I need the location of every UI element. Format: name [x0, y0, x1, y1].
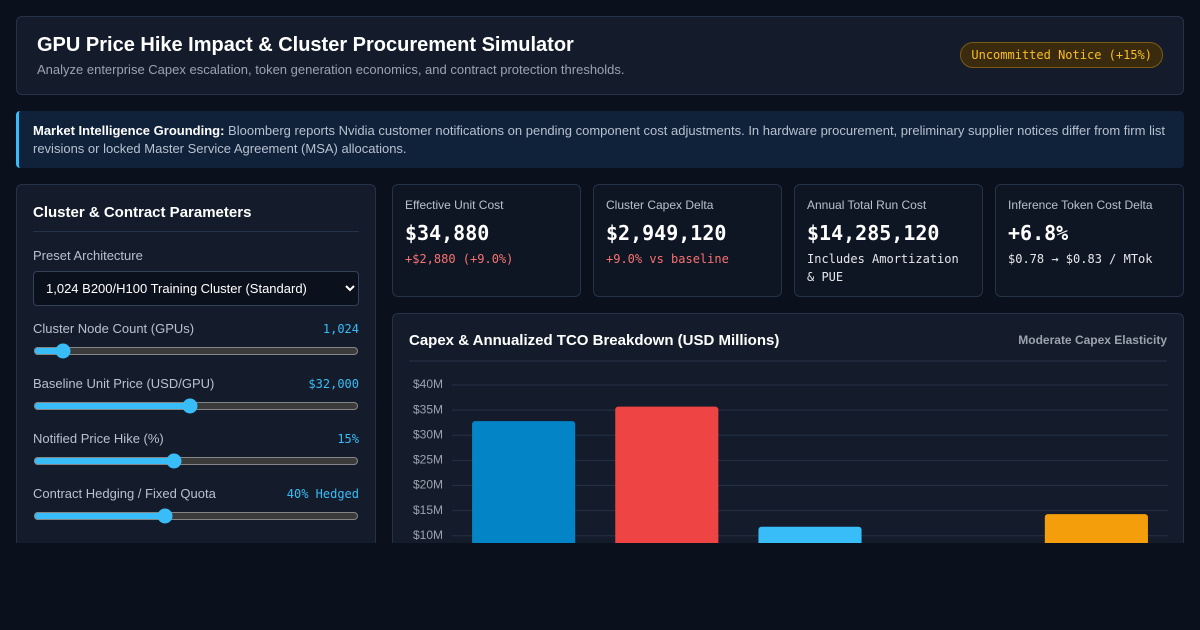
- kpi-label: Inference Token Cost Delta: [1008, 198, 1153, 212]
- field-value: 1,024: [322, 322, 359, 336]
- parameters-panel: Cluster & Contract Parameters Preset Arc…: [16, 184, 376, 543]
- field-value: $32,000: [308, 377, 359, 391]
- kpi-card: Cluster Capex Delta $2,949,120 +9.0% vs ba…: [593, 184, 782, 297]
- header: GPU Price Hike Impact & Cluster Procurem…: [16, 16, 1184, 95]
- y-tick-label: $20M: [413, 478, 443, 492]
- bar: [615, 406, 719, 543]
- field-label: Cluster Node Count (GPUs): [33, 321, 195, 336]
- divider: [33, 231, 359, 232]
- preset-label: Preset Architecture: [33, 248, 143, 263]
- bar: [1044, 514, 1148, 543]
- y-tick-label: $15M: [413, 503, 443, 517]
- bar: [758, 526, 862, 543]
- kpi-value: $14,285,120: [807, 221, 940, 245]
- kpi-value: $34,880: [405, 221, 490, 245]
- notice-text: Bloomberg reports Nvidia customer notifi…: [33, 123, 1165, 156]
- field-label: Baseline Unit Price (USD/GPU): [33, 376, 215, 391]
- viewport: GPU Price Hike Impact & Cluster Procurem…: [16, 16, 1184, 543]
- kpi-sub: $0.78 → $0.83 / MTok: [1008, 252, 1153, 266]
- status-badge: Uncommitted Notice (+15%): [960, 42, 1163, 68]
- panel-title: Cluster & Contract Parameters: [33, 204, 252, 221]
- notice: Market Intelligence Grounding: Bloomberg…: [16, 111, 1184, 168]
- preset-select[interactable]: 1,024 B200/H100 Training Cluster (Standa…: [33, 271, 359, 306]
- kpi-card: Effective Unit Cost $34,880 +$2,880 (+9.0%…: [392, 184, 581, 297]
- kpi-card: Inference Token Cost Delta +6.8% $0.78 → $…: [995, 184, 1184, 297]
- kpi-label: Annual Total Run Cost: [807, 198, 927, 212]
- kpi-label: Effective Unit Cost: [405, 198, 504, 212]
- field-value: 15%: [337, 432, 359, 446]
- title: GPU Price Hike Impact & Cluster Procurem…: [37, 34, 574, 56]
- y-tick-label: $10M: [413, 528, 443, 542]
- slider[interactable]: [33, 453, 359, 469]
- field-label: Notified Price Hike (%): [33, 431, 164, 446]
- notice-label: Market Intelligence Grounding:: [33, 123, 225, 138]
- kpi-value: $2,949,120: [606, 221, 727, 245]
- slider[interactable]: [33, 398, 359, 414]
- y-tick-label: $25M: [413, 453, 443, 467]
- field-label: Contract Hedging / Fixed Quota: [33, 486, 216, 501]
- kpi-value: +6.8%: [1008, 221, 1069, 245]
- y-tick-label: $40M: [413, 377, 443, 391]
- kpi-card: Annual Total Run Cost $14,285,120 Includes…: [794, 184, 983, 297]
- subtitle: Analyze enterprise Capex escalation, tok…: [37, 62, 625, 77]
- chart-title: Capex & Annualized TCO Breakdown (USD Mi…: [409, 332, 779, 349]
- slider[interactable]: [33, 343, 359, 359]
- chart-badge: Moderate Capex Elasticity: [1018, 333, 1167, 347]
- y-tick-label: $35M: [413, 402, 443, 416]
- chart-card: Capex & Annualized TCO Breakdown (USD Mi…: [392, 313, 1184, 543]
- slider[interactable]: [33, 508, 359, 524]
- chart: Capex & Annualized TCO Breakdown (USD Mi…: [409, 332, 1168, 543]
- kpi-sub: +$2,880 (+9.0%): [405, 252, 514, 266]
- kpi-label: Cluster Capex Delta: [606, 198, 714, 212]
- field-value: 40% Hedged: [286, 487, 359, 501]
- y-tick-label: $30M: [413, 427, 443, 441]
- kpi-sub: Includes Amortization & PUE: [807, 252, 959, 284]
- bar: [472, 421, 576, 543]
- kpi-sub: +9.0% vs baseline: [606, 252, 729, 266]
